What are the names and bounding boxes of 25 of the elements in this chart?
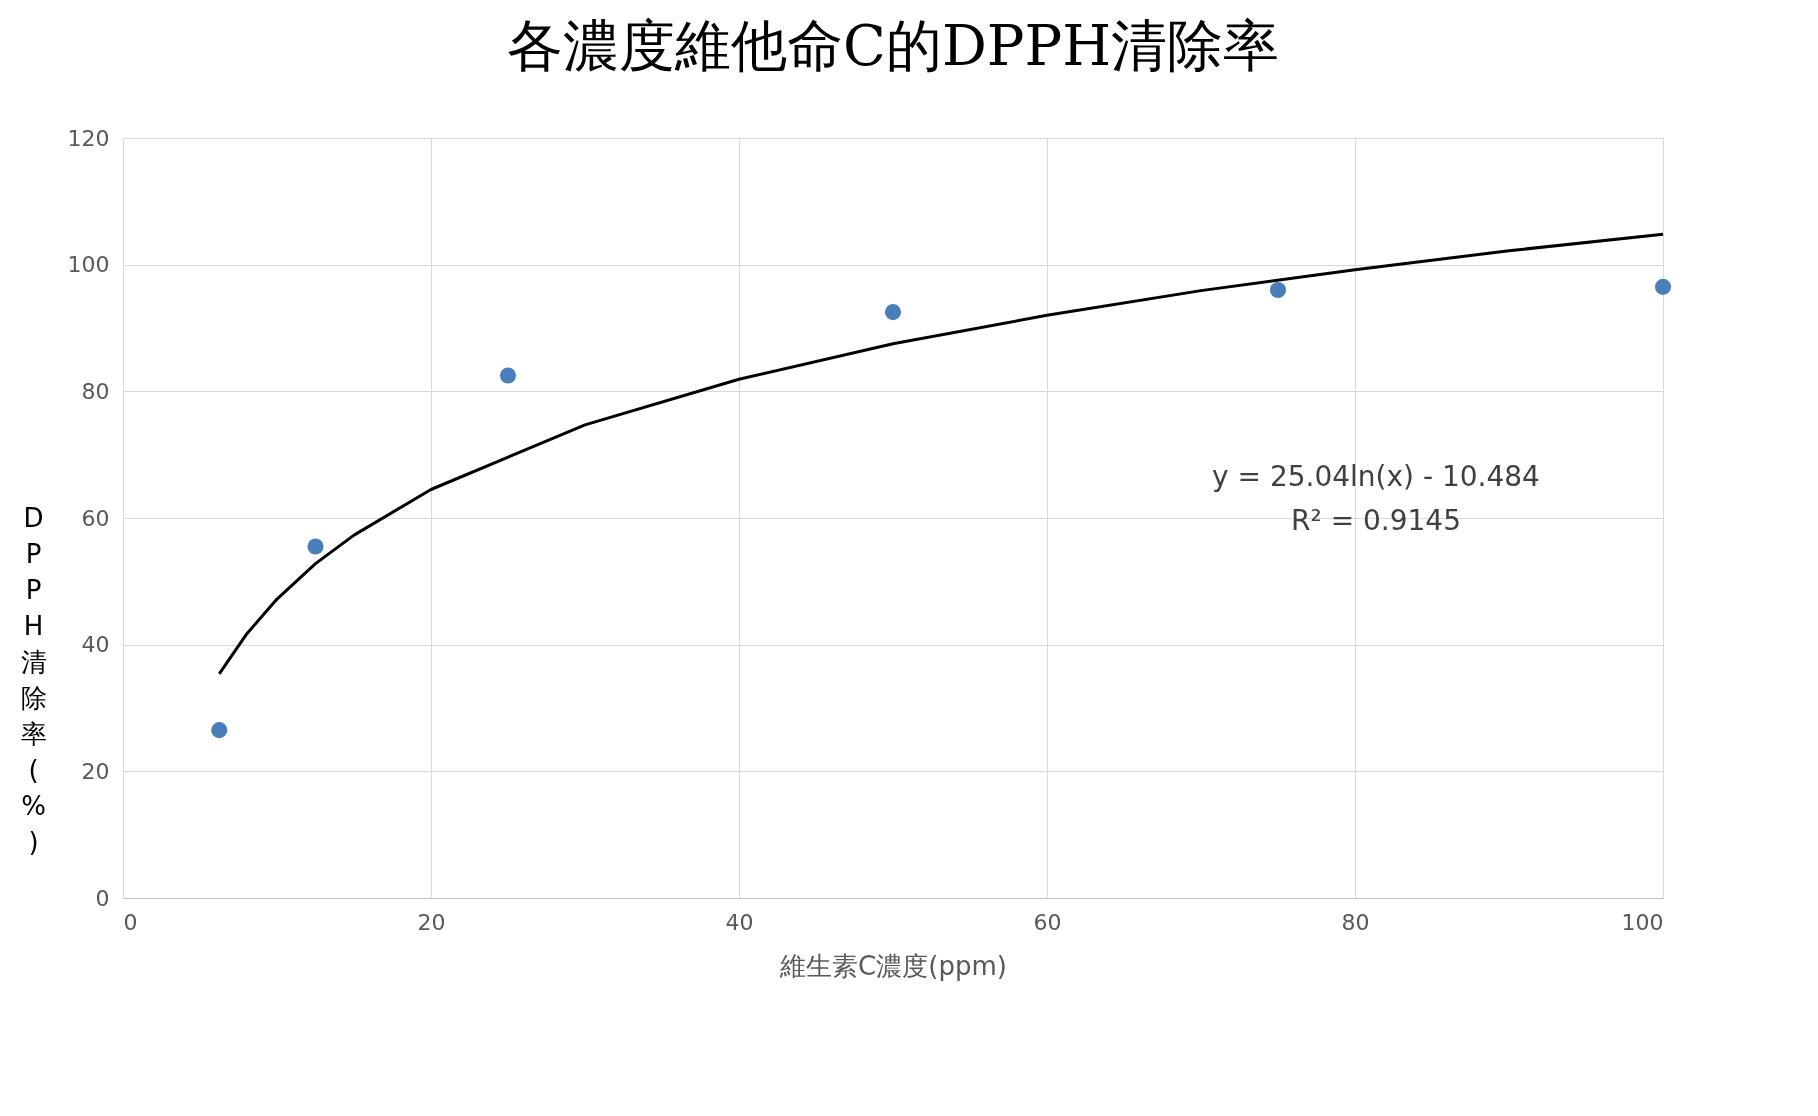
x-tick-label: 100: [1621, 909, 1664, 935]
x-tick-label: 0: [123, 909, 138, 935]
x-axis-title: 維生素C濃度(ppm): [779, 950, 1007, 981]
annotation: y = 25.04ln(x) - 10.484: [1212, 460, 1540, 493]
y-tick-label: 80: [81, 378, 110, 404]
y-tick-label: 60: [81, 505, 110, 531]
y-tick-label: 40: [81, 632, 110, 658]
y-tick-label: 20: [81, 758, 110, 784]
y-tick-label: 100: [67, 252, 110, 278]
point: [499, 367, 517, 384]
x-tick-label: 20: [417, 909, 446, 935]
x-tick-label: 80: [1341, 909, 1370, 935]
x-tick-label: 60: [1033, 909, 1062, 935]
chart-title: 各濃度維他命C的DPPH清除率: [507, 13, 1279, 78]
line-series: [217, 232, 1665, 676]
annotation: R² = 0.9145: [1291, 504, 1461, 537]
point: [884, 304, 902, 321]
point: [211, 722, 228, 739]
point: [1654, 278, 1672, 295]
point: [1269, 281, 1287, 299]
y-tick-label: 120: [67, 125, 110, 151]
point: [307, 538, 324, 555]
text: DPPH清除率(%): [20, 502, 47, 857]
y-tick-label: 0: [95, 885, 110, 911]
x-tick-label: 40: [725, 909, 754, 935]
